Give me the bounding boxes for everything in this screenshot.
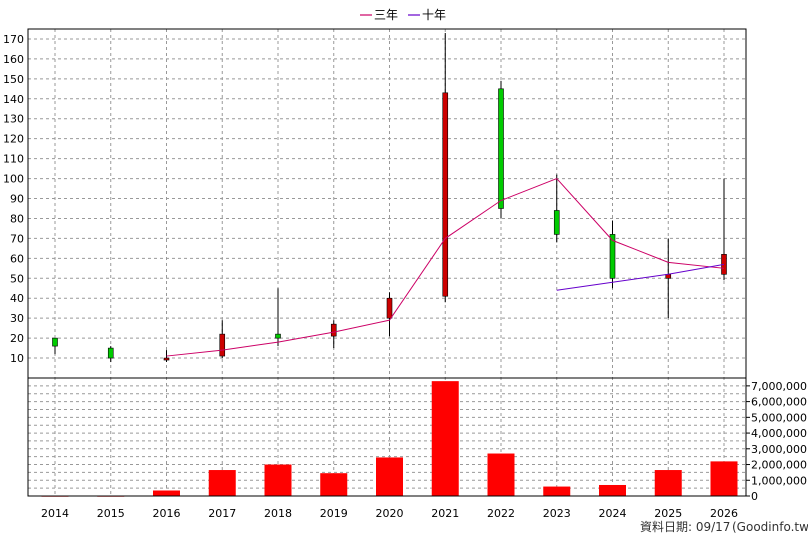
volume-bars (41, 381, 738, 497)
x-tick-label: 2020 (376, 507, 404, 520)
price-tick-label: 110 (3, 153, 24, 166)
volume-tick-label: 4,000,000 (751, 427, 807, 440)
price-tick-label: 100 (3, 173, 24, 186)
candles (52, 32, 727, 363)
volume-bar (320, 473, 348, 496)
x-tick-label: 2021 (431, 507, 459, 520)
volume-tick-label: 6,000,000 (751, 396, 807, 409)
x-tick-label: 2022 (487, 507, 515, 520)
price-tick-label: 10 (10, 352, 24, 365)
price-tick-label: 150 (3, 73, 24, 86)
price-tick-label: 120 (3, 133, 24, 146)
price-tick-label: 30 (10, 312, 24, 325)
candle-body (553, 210, 560, 235)
price-axis: 10 20 30 40 50 60 70 80 90 100 110 120 130 140 150 160 1… (3, 33, 24, 365)
grid (28, 29, 746, 496)
volume-bar (208, 470, 236, 496)
price-tick-label: 170 (3, 33, 24, 46)
volume-tick-label: 2,000,000 (751, 459, 807, 472)
x-tick-label: 2026 (710, 507, 738, 520)
legend-label: 十年 (422, 8, 446, 22)
candle-body (107, 347, 114, 359)
price-tick-label: 20 (10, 332, 24, 345)
plot-frame (27, 28, 747, 497)
volume-tick-label: 1,000,000 (751, 474, 807, 487)
volume-bar (264, 464, 292, 496)
price-tick-label: 130 (3, 113, 24, 126)
volume-bar (431, 381, 459, 496)
x-tick-label: 2019 (320, 507, 348, 520)
ma10-line (556, 263, 725, 291)
candle-body (442, 92, 449, 297)
volume-bar (376, 457, 403, 496)
candle-body (330, 323, 337, 337)
moving-average-lines (166, 177, 725, 357)
candle-body (219, 333, 226, 357)
volume-axis: 0 1,000,000 2,000,000 3,000,000 4,000,000 5,0… (746, 380, 807, 503)
price-tick-label: 160 (3, 53, 24, 66)
price-tick-label: 140 (3, 93, 24, 106)
x-axis: 2014 2015 2016 2017 2018 2019 2020 2021 2022 2023… (41, 507, 738, 520)
price-tick-label: 90 (10, 193, 24, 206)
candle-body (609, 234, 616, 279)
x-tick-label: 2016 (153, 507, 181, 520)
volume-bar (654, 470, 682, 496)
ma3-line (166, 177, 725, 357)
candle-body (52, 337, 58, 347)
price-tick-label: 60 (10, 252, 24, 265)
volume-tick-label: 3,000,000 (751, 443, 807, 456)
price-tick-label: 50 (10, 272, 24, 285)
x-tick-label: 2018 (264, 507, 292, 520)
footer-source: (Goodinfo.tw) (732, 520, 808, 534)
legend-label: 三年 (374, 8, 398, 22)
volume-tick-label: 0 (751, 490, 758, 503)
x-tick-label: 2015 (97, 507, 125, 520)
footer-date: 資料日期: 09/17 (640, 520, 730, 534)
price-tick-label: 40 (10, 292, 24, 305)
candle-body (163, 357, 170, 361)
candle-body (498, 88, 504, 209)
x-tick-label: 2017 (208, 507, 236, 520)
x-tick-label: 2014 (41, 507, 69, 520)
candle-body (386, 297, 393, 319)
volume-bar (599, 484, 626, 496)
volume-tick-label: 7,000,000 (751, 380, 807, 393)
price-tick-label: 80 (10, 212, 24, 225)
x-tick-label: 2023 (543, 507, 571, 520)
candle-body (275, 333, 281, 339)
price-tick-label: 70 (10, 232, 24, 245)
volume-bar (487, 453, 515, 496)
x-tick-label: 2024 (599, 507, 627, 520)
volume-bar (153, 490, 180, 496)
volume-tick-label: 5,000,000 (751, 411, 807, 424)
x-tick-label: 2025 (654, 507, 682, 520)
legend: 三年 十年 (360, 8, 446, 22)
volume-bar (710, 461, 738, 496)
volume-bar (543, 486, 571, 496)
